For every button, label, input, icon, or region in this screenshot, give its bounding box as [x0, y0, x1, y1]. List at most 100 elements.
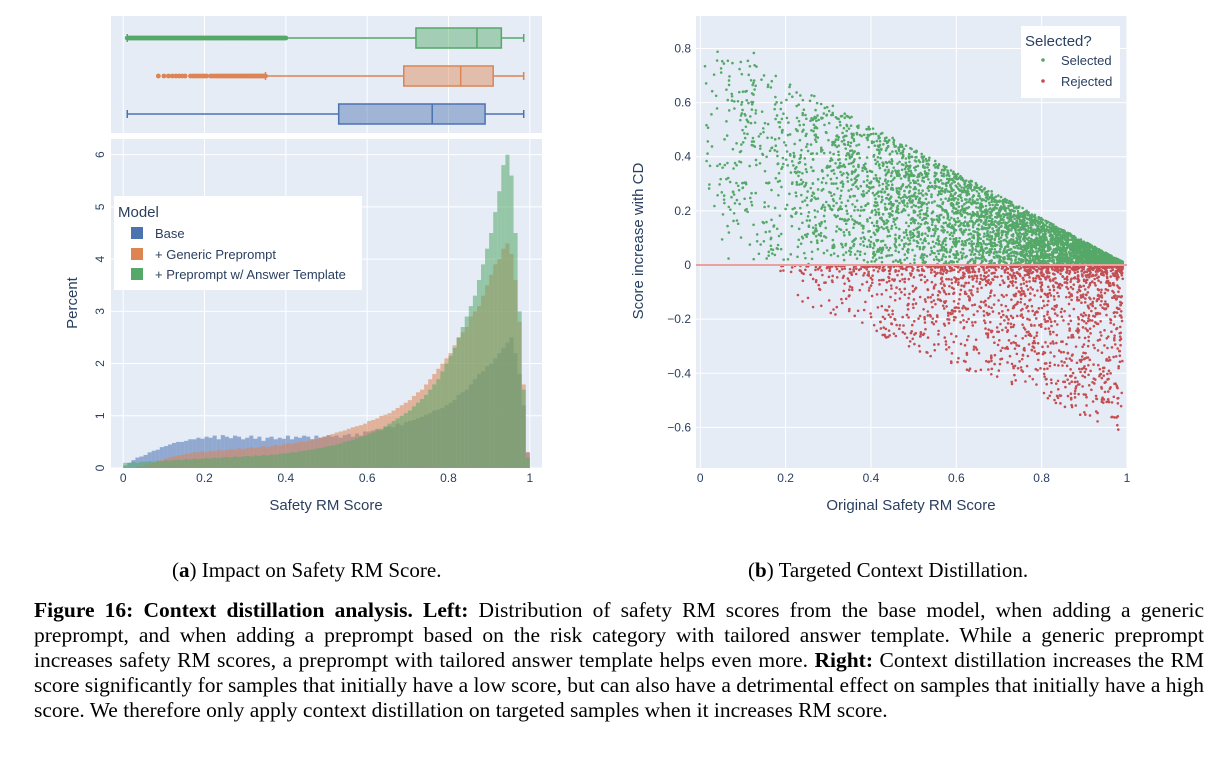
scatter-point-selected [976, 234, 980, 238]
scatter-point-selected [995, 206, 999, 210]
scatter-point-selected [729, 208, 732, 211]
scatter-point-selected [843, 116, 847, 120]
scatter-point-selected [1029, 218, 1032, 222]
scatter-point-selected [1046, 228, 1050, 232]
scatter-point-selected [877, 208, 880, 211]
scatter-point-selected [859, 184, 863, 188]
scatter-point-selected [795, 91, 798, 94]
scatter-point-selected [907, 174, 911, 177]
scatter-point-selected [1072, 245, 1076, 249]
scatter-point-selected [911, 248, 914, 252]
scatter-point-selected [851, 134, 854, 138]
scatter-point-selected [1021, 249, 1024, 253]
scatter-point-selected [846, 219, 849, 222]
scatter-point-selected [894, 169, 897, 172]
scatter-point-selected [843, 219, 846, 222]
scatter-point-selected [930, 223, 934, 226]
scatter-point-selected [1012, 241, 1016, 244]
scatter-point-selected [831, 113, 835, 117]
scatter-point-selected [1030, 254, 1034, 257]
scatter-point-selected [955, 202, 958, 206]
scatter-point-selected [960, 231, 964, 234]
scatter-point-selected [1063, 231, 1067, 235]
scatter-point-selected [925, 162, 929, 166]
scatter-point-selected [1007, 206, 1010, 210]
scatter-point-selected [832, 152, 835, 156]
scatter-point-selected [905, 164, 908, 167]
scatter-point-selected [951, 172, 955, 175]
scatter-point-selected [1092, 255, 1096, 259]
scatter-point-selected [923, 237, 927, 240]
scatter-point-selected [797, 103, 801, 106]
scatter-point-selected [1041, 222, 1045, 226]
scatter-point-selected [807, 225, 811, 229]
scatter-point-selected [925, 193, 929, 196]
scatter-point-selected [956, 252, 959, 256]
scatter-point-selected [825, 113, 829, 117]
scatter-point-selected [990, 247, 994, 251]
scatter-point-selected [969, 186, 973, 189]
scatter-point-selected [991, 244, 995, 248]
scatter-point-selected [725, 134, 729, 137]
scatter-point-selected [880, 200, 883, 204]
histogram-bar [196, 459, 201, 468]
scatter-point-selected [788, 133, 792, 136]
scatter-point-selected [800, 148, 803, 152]
scatter-point-selected [826, 164, 829, 168]
scatter-point-selected [903, 253, 907, 256]
scatter-point-selected [922, 217, 926, 221]
scatter-point-selected [707, 187, 711, 190]
scatter-point-selected [815, 239, 819, 242]
scatter-point-selected [826, 174, 830, 177]
scatter-point-selected [960, 199, 964, 202]
scatter-point-selected [950, 189, 954, 193]
scatter-point-selected [1070, 259, 1073, 263]
scatter-point-selected [973, 188, 976, 191]
scatter-point-selected [777, 120, 780, 124]
legend-label-template: + Preprompt w/ Answer Template [155, 267, 346, 282]
scatter-point-selected [1026, 217, 1030, 221]
scatter-point-selected [811, 158, 815, 161]
scatter-point-selected [785, 116, 789, 120]
scatter-point-selected [827, 138, 830, 142]
scatter-point-selected [750, 200, 753, 204]
scatter-point-selected [816, 188, 820, 191]
scatter-point-selected [960, 257, 964, 260]
histogram-bar [204, 458, 209, 468]
scatter-point-selected [977, 206, 980, 210]
scatter-point-selected [763, 201, 766, 204]
scatter-point-selected [941, 208, 944, 212]
scatter-point-selected [889, 174, 893, 178]
scatter-point-selected [963, 208, 967, 212]
scatter-point-selected [1054, 238, 1057, 241]
scatter-point-selected [910, 200, 913, 203]
scatter-point-selected [813, 209, 817, 212]
scatter-point-selected [825, 105, 829, 109]
scatter-point-rejected [1069, 368, 1072, 371]
scatter-point-selected [765, 155, 768, 159]
scatter-point-selected [727, 205, 731, 209]
scatter-point-selected [913, 221, 916, 225]
scatter-point-selected [840, 189, 843, 192]
scatter-point-selected [1022, 232, 1026, 236]
scatter-point-selected [762, 130, 765, 134]
scatter-point-selected [1012, 206, 1016, 210]
scatter-point-selected [975, 206, 978, 209]
scatter-point-selected [992, 207, 995, 210]
scatter-point-selected [747, 73, 751, 77]
scatter-point-selected [827, 109, 831, 113]
scatter-point-selected [795, 116, 799, 120]
scatter-point-selected [1076, 255, 1079, 258]
scatter-point-selected [890, 186, 893, 190]
scatter-point-selected [1026, 211, 1030, 214]
scatter-point-selected [887, 230, 891, 233]
histogram-bar [424, 394, 429, 468]
scatter-point-selected [933, 232, 937, 235]
scatter-point-selected [883, 222, 886, 226]
scatter-point-selected [926, 234, 930, 237]
scatter-point-selected [860, 134, 863, 138]
scatter-point-selected [1005, 244, 1009, 248]
scatter-point-selected [780, 185, 783, 189]
scatter-point-selected [823, 106, 827, 110]
scatter-point-selected [740, 143, 743, 146]
